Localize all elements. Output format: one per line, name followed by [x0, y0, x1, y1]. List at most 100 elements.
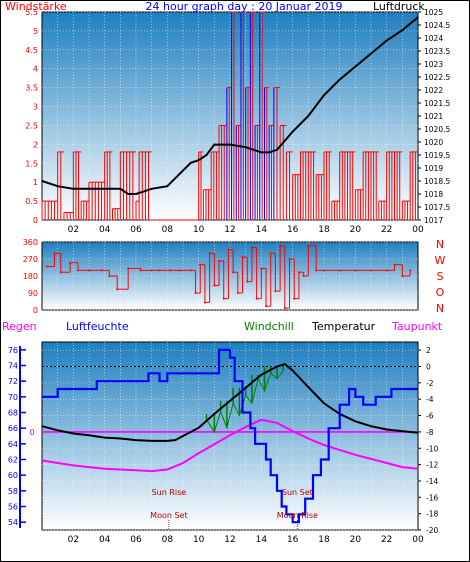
x-tick-label: 22: [381, 225, 392, 235]
luftfeuchte-tick-label: 64: [8, 440, 18, 449]
compass-label: O: [436, 286, 445, 299]
windstaerke-tick-label: 2: [33, 140, 38, 149]
regen-zero-label: 0: [29, 428, 34, 437]
taupunkt-label: Taupunkt: [391, 320, 443, 333]
x-tick-label: 10: [193, 225, 205, 235]
windstaerke-label: Windstärke: [5, 0, 67, 13]
luftfeuchte-tick-label: 66: [8, 424, 18, 433]
luftdruck-point: [119, 188, 122, 190]
windrichtung-point: [409, 269, 412, 272]
luftfeuchte-tick-label: 72: [8, 377, 18, 386]
x-tick-label: 14: [256, 225, 268, 235]
x-tick-label: 00: [412, 225, 424, 235]
x-tick-label: 04: [99, 535, 111, 545]
luftdruck-point: [150, 188, 153, 190]
windstaerke-tick-label: 3: [33, 103, 38, 112]
windstaerke-series: [41, 11, 418, 221]
luftdruck-tick-label: 1022: [424, 86, 443, 95]
luftdruck-tick-label: 1022.5: [424, 73, 450, 82]
luftdruck-tick-label: 1019.5: [424, 151, 450, 160]
luftdruck-tick-label: 1017.5: [424, 203, 450, 212]
windstaerke-tick-label: 3.5: [25, 84, 38, 93]
luftfeuchte-tick-label: 70: [8, 393, 18, 402]
windchill-label: Windchill: [244, 320, 294, 333]
windstaerke-tick-label: 4: [33, 65, 38, 74]
temperatur-tick-label: -16: [426, 493, 438, 502]
windstaerke-tick-label: 4.5: [25, 46, 38, 55]
event-label: Moon Set: [150, 511, 187, 520]
luftdruck-point: [385, 39, 388, 42]
luftdruck-tick-label: 1019: [424, 164, 443, 173]
windstaerke-tick-label: 0: [33, 216, 38, 225]
x-tick-label: 16: [287, 225, 299, 235]
luftdruck-point: [323, 94, 325, 96]
luftdruck-point: [354, 65, 357, 68]
x-tick-label: 14: [256, 535, 268, 545]
humidity-temperature-axes: 5456586062646668707274760-20-18-16-14-12…: [8, 346, 439, 545]
luftdruck-point: [276, 149, 278, 151]
luftdruck-tick-label: 1021.5: [424, 99, 450, 108]
luftdruck-point: [244, 146, 247, 148]
wind-pressure-axes: 00.511.522.533.544.555.510171017.5101810…: [25, 8, 450, 235]
luftdruck-point: [291, 130, 294, 133]
x-tick-label: 06: [130, 535, 142, 545]
x-tick-label: 10: [193, 535, 205, 545]
luftdruck-point: [229, 143, 231, 146]
luftdruck-tick-label: 1025: [424, 8, 443, 17]
compass-label: S: [437, 270, 444, 283]
temperatur-tick-label: -14: [426, 477, 438, 486]
luftfeuchte-tick-label: 74: [8, 362, 18, 371]
windrichtung-tick-label: 360: [23, 238, 38, 247]
luftdruck-point: [268, 151, 270, 154]
windrichtung-tick-label: 90: [28, 289, 38, 298]
x-tick-label: 04: [99, 225, 111, 235]
windstaerke-tick-label: 5.5: [25, 8, 38, 17]
windstaerke-tick-label: 2.5: [25, 121, 38, 130]
luftdruck-tick-label: 1018.5: [424, 177, 450, 186]
luftdruck-point: [370, 52, 372, 55]
luftdruck-point: [213, 143, 216, 146]
x-tick-label: 00: [412, 535, 424, 545]
luftdruck-point: [205, 154, 208, 156]
luftdruck-point: [307, 115, 310, 117]
luftdruck-point: [88, 188, 90, 190]
temperatur-label: Temperatur: [311, 320, 376, 333]
luftdruck-tick-label: 1024.5: [424, 21, 450, 30]
luftdruck-point: [72, 188, 75, 190]
temperatur-tick-label: 0: [426, 363, 431, 372]
compass-label: N: [436, 238, 444, 251]
luftdruck-point: [338, 78, 341, 81]
luftdruck-tick-label: 1021: [424, 112, 443, 121]
windrichtung-series: [45, 244, 412, 310]
windrichtung-tick-label: 270: [23, 255, 38, 264]
luftdruck-point: [56, 185, 59, 187]
x-tick-label: 02: [68, 535, 79, 545]
temperatur-tick-label: -6: [426, 412, 434, 421]
x-tick-label: 12: [224, 225, 235, 235]
luftdruck-series: [41, 16, 419, 195]
sun-moon-events: Sun Rise Moon Set Sun Set Moon Rise: [150, 488, 318, 530]
compass-label: N: [436, 302, 444, 315]
luftfeuchte-tick-label: 60: [8, 471, 18, 480]
luftfeuchte-label: Luftfeuchte: [66, 320, 129, 333]
x-tick-label: 08: [162, 535, 174, 545]
luftfeuchte-tick-label: 56: [8, 503, 18, 512]
luftdruck-point: [182, 169, 184, 172]
luftdruck-point: [127, 193, 129, 195]
x-tick-label: 08: [162, 225, 174, 235]
luftdruck-tick-label: 1023.5: [424, 47, 450, 56]
compass-label: W: [435, 254, 446, 267]
temperatur-tick-label: -18: [426, 510, 438, 519]
luftfeuchte-tick-label: 68: [8, 409, 18, 418]
temperatur-tick-label: -10: [426, 444, 438, 453]
temperatur-tick-label: 2: [426, 346, 431, 355]
temperatur-tick-label: -20: [426, 526, 438, 535]
luftfeuchte-tick-label: 76: [8, 346, 18, 355]
luftdruck-tick-label: 1024: [424, 34, 443, 43]
luftdruck-tick-label: 1018: [424, 190, 443, 199]
temperatur-tick-label: -4: [426, 395, 434, 404]
luftdruck-point: [417, 16, 419, 19]
luftdruck-point: [166, 185, 169, 187]
